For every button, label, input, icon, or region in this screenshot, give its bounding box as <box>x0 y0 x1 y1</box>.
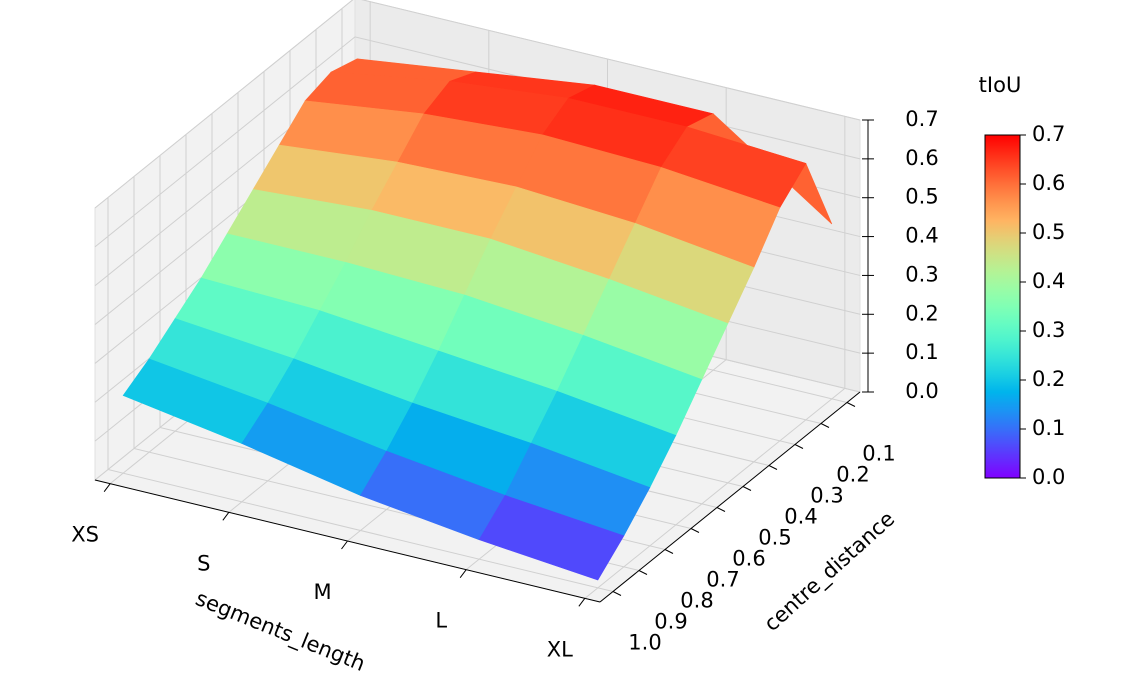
y-tick-label: 0.9 <box>654 610 687 634</box>
y-tick-label: 0.2 <box>836 463 869 487</box>
y-tick <box>742 486 752 491</box>
z-tick-label: 0.5 <box>905 185 938 209</box>
x-tick-label: S <box>197 551 210 575</box>
colorbar-tick-label: 0.6 <box>1032 171 1065 195</box>
z-grid-line <box>94 0 861 209</box>
y-tick <box>820 423 830 428</box>
z-tick-label: 0.0 <box>905 379 938 403</box>
colorbar: 0.0 0.1 0.2 0.3 0.4 0.5 0.6 0.7 <box>984 122 1065 489</box>
colorbar-tick-label: 0.1 <box>1032 416 1065 440</box>
x-tick <box>103 483 111 492</box>
colorbar-tick-label: 0.0 <box>1032 465 1065 489</box>
x-tick <box>578 598 586 607</box>
x-axis-line <box>94 479 601 603</box>
y-tick-label: 0.1 <box>862 442 895 466</box>
x-tick <box>341 540 348 550</box>
colorbar-tick-label: 0.7 <box>1032 122 1065 146</box>
y-tick <box>690 528 700 533</box>
surface <box>122 58 833 581</box>
surface-patch <box>478 495 625 581</box>
colorbar-tick-label: 0.3 <box>1032 318 1065 342</box>
y-tick-label: 0.3 <box>810 484 843 508</box>
y-tick <box>794 444 804 449</box>
x-tick-label: M <box>313 580 331 604</box>
y-tick-label: 0.5 <box>758 526 791 550</box>
z-tick-label: 0.4 <box>905 224 938 248</box>
y-tick <box>768 465 778 470</box>
axes: XSSMLXL0.10.20.30.40.50.60.70.80.91.00.0… <box>71 107 938 661</box>
colorbar-fill <box>984 134 1021 479</box>
x-tick-label: L <box>435 609 447 633</box>
x-axis-label: segments_length <box>192 586 369 677</box>
y-tick <box>716 507 726 512</box>
z-tick-label: 0.1 <box>905 340 938 364</box>
colorbar-tick-label: 0.4 <box>1032 269 1065 293</box>
y-tick <box>664 549 674 554</box>
y-tick <box>612 591 622 596</box>
x-tick <box>222 512 230 521</box>
colorbar-tick-label: 0.2 <box>1032 367 1065 391</box>
colorbar-tick-label: 0.5 <box>1032 220 1065 244</box>
colorbar-label: tIoU <box>979 73 1022 97</box>
y-tick-label: 0.7 <box>706 568 739 592</box>
z-tick-label: 0.7 <box>905 107 938 131</box>
z-tick-label: 0.3 <box>905 262 938 286</box>
x-tick-label: XS <box>71 523 99 547</box>
y-tick-label: 0.4 <box>784 505 817 529</box>
z-tick-label: 0.6 <box>905 146 938 170</box>
x-tick-label: XL <box>547 637 573 661</box>
x-tick <box>459 569 467 578</box>
z-tick-label: 0.2 <box>905 301 938 325</box>
y-tick <box>846 402 856 407</box>
y-tick-label: 0.6 <box>732 547 765 571</box>
y-tick-label: 1.0 <box>628 631 661 655</box>
y-axis-line <box>599 391 861 603</box>
y-tick-label: 0.8 <box>680 589 713 613</box>
y-tick <box>638 570 648 575</box>
